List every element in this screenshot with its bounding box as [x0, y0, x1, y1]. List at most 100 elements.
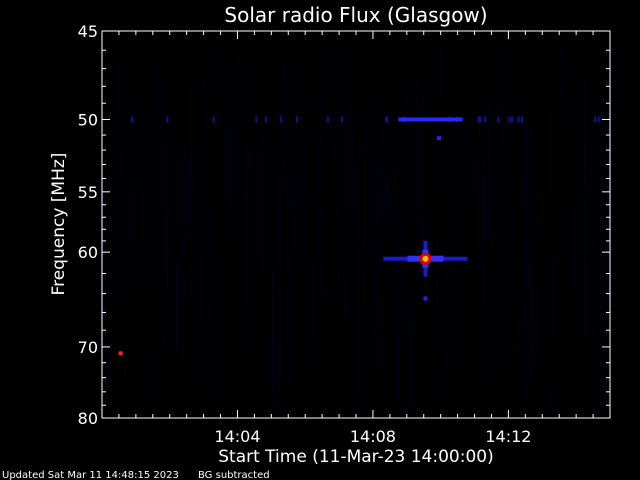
- background-noise: [371, 331, 372, 393]
- background-noise: [239, 198, 240, 247]
- background-noise: [545, 214, 546, 258]
- background-noise: [206, 73, 207, 327]
- y-tick-label: 80: [78, 409, 98, 428]
- background-noise: [392, 117, 393, 296]
- background-noise: [470, 158, 471, 202]
- background-noise: [566, 105, 567, 131]
- background-noise: [434, 142, 435, 186]
- background-noise: [554, 253, 555, 337]
- background-noise: [254, 63, 255, 106]
- background-noise: [530, 124, 531, 381]
- background-noise: [464, 128, 465, 164]
- background-noise: [404, 84, 405, 336]
- background-noise: [329, 158, 330, 244]
- background-noise: [251, 61, 252, 175]
- background-noise: [422, 86, 423, 255]
- background-noise: [491, 219, 492, 307]
- background-noise: [296, 167, 297, 202]
- noise-dash: [296, 116, 299, 123]
- background-noise: [188, 159, 189, 236]
- background-noise: [440, 41, 441, 106]
- background-noise: [605, 131, 606, 217]
- background-noise: [173, 260, 174, 343]
- background-noise: [212, 202, 213, 394]
- background-noise: [578, 205, 579, 250]
- background-noise: [428, 214, 429, 235]
- background-noise: [272, 270, 273, 411]
- background-noise: [287, 179, 288, 345]
- noise-dash: [255, 116, 258, 123]
- background-noise: [125, 364, 126, 398]
- y-tick-label: 50: [78, 110, 98, 129]
- background-noise: [449, 211, 450, 312]
- background-noise: [311, 88, 312, 210]
- background-noise: [293, 254, 294, 390]
- background-noise: [425, 131, 426, 324]
- background-noise: [281, 104, 282, 382]
- background-noise: [494, 246, 495, 387]
- background-noise: [416, 78, 417, 219]
- background-noise: [569, 42, 570, 323]
- background-noise: [320, 66, 321, 303]
- background-noise: [278, 180, 279, 406]
- noise-dash: [497, 116, 500, 123]
- background-noise: [155, 66, 156, 257]
- background-noise: [158, 62, 159, 200]
- noise-dash: [594, 116, 597, 123]
- background-noise: [458, 168, 459, 366]
- background-noise: [551, 111, 552, 196]
- background-noise: [503, 58, 504, 268]
- band-50mhz: [398, 117, 463, 122]
- background-noise: [401, 99, 402, 345]
- y-tick-label: 60: [78, 243, 98, 262]
- background-noise: [389, 127, 390, 341]
- background-noise: [482, 163, 483, 304]
- background-noise: [512, 94, 513, 304]
- background-noise: [368, 141, 369, 234]
- background-noise: [521, 174, 522, 378]
- bg-subtracted-note: BG subtracted: [198, 470, 270, 480]
- background-noise: [344, 276, 345, 331]
- axis-ticks: 45 50 55 60 70 80 14:04 14:08 14:12: [78, 22, 610, 446]
- background-noise: [176, 260, 177, 352]
- background-noise: [515, 141, 516, 292]
- noise-dash: [384, 116, 387, 123]
- y-tick-label: 55: [78, 183, 98, 202]
- chart-title: Solar radio Flux (Glasgow): [224, 3, 487, 27]
- background-noise: [269, 247, 270, 397]
- background-noise: [407, 55, 408, 140]
- background-noise: [122, 143, 123, 310]
- background-noise: [266, 333, 267, 386]
- background-noise: [116, 55, 117, 247]
- background-noise: [383, 191, 384, 299]
- background-noise: [575, 123, 576, 175]
- background-noise: [452, 112, 453, 297]
- background-noise: [542, 190, 543, 234]
- background-noise: [350, 102, 351, 213]
- background-noise: [164, 76, 165, 345]
- background-noise: [431, 261, 432, 283]
- background-noise: [290, 167, 291, 383]
- background-noise: [347, 228, 348, 257]
- background-noise: [380, 106, 381, 377]
- background-noise: [185, 154, 186, 181]
- noise-dash: [484, 116, 487, 123]
- background-noise: [299, 106, 300, 385]
- emission-spot: [118, 351, 123, 356]
- background-noise: [236, 57, 237, 241]
- noise-dash: [510, 116, 513, 123]
- background-noise: [233, 93, 234, 150]
- background-noise: [308, 96, 309, 366]
- background-noise: [479, 119, 480, 247]
- background-noise: [245, 96, 246, 309]
- background-noise: [602, 92, 603, 320]
- background-noise: [497, 136, 498, 286]
- background-noise: [257, 49, 258, 149]
- background-noise: [488, 100, 489, 242]
- background-noise: [443, 124, 444, 404]
- background-noise: [524, 125, 525, 397]
- background-noise: [485, 106, 486, 301]
- background-noise: [140, 111, 141, 275]
- updated-timestamp: Updated Sat Mar 11 14:48:15 2023: [2, 470, 179, 480]
- noise-dash: [166, 116, 169, 123]
